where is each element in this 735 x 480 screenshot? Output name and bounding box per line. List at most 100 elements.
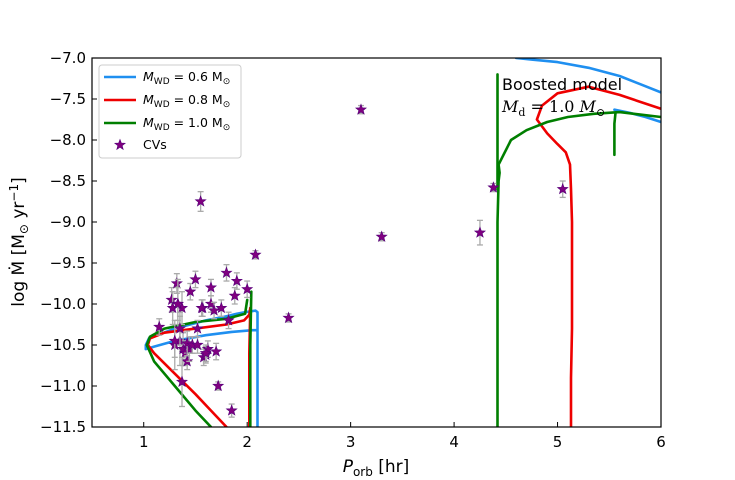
x-tick-label: 5 [553,433,563,451]
cv-star-icon [282,311,295,324]
cv-point [228,286,241,305]
y-tick-label: −9.5 [50,254,86,272]
x-tick-label: 4 [449,433,459,451]
cv-point [166,291,179,326]
y-tick-label: −10.5 [40,336,86,354]
legend-label-1.0: MWD = 1.0 M⊙ [143,115,230,133]
cv-star-icon [222,314,235,326]
cv-point [189,270,202,289]
cv-star-icon [168,334,181,346]
y-tick-label: −7.5 [50,90,86,108]
cv-point [191,336,204,354]
cv-star-icon [375,230,388,242]
cv-star-icon [195,301,208,314]
x-tick-label: 1 [139,433,149,451]
cv-point [282,311,295,324]
cv-point [184,282,197,301]
cv-star-icon [189,273,202,285]
cv-point [222,311,235,330]
legend-star-marker [113,138,127,151]
cv-point [556,180,569,199]
cv-point [173,311,187,346]
cv-star-icon [241,282,254,295]
cv-star-icon [473,226,487,238]
cv-star-icon [191,322,204,334]
cv-star-icon [204,281,218,293]
cv-point [204,278,218,297]
cv-point [195,299,208,317]
cv-star-icon [165,293,178,305]
cv-point [175,356,189,408]
cv-star-icon [199,346,212,359]
cv-point [215,299,228,317]
cv-point [354,103,368,115]
cv-point [212,379,225,392]
cv-point [170,273,183,294]
boosted-model-annotation: Boosted model Md = 1.0 M⊙ [501,75,622,119]
cv-star-icon [194,195,207,207]
y-axis-label: log Ṁ [M⊙ yr−1] [7,177,31,307]
series-line-7 [249,290,253,427]
legend-label-0.8: MWD = 0.8 M⊙ [143,92,230,110]
cv-point [220,263,233,282]
y-tick-label: −7.0 [50,49,86,67]
cv-star-icon [210,345,223,357]
legend-label-0.6: MWD = 0.6 M⊙ [143,69,230,87]
y-tick-label: −8.0 [50,131,86,149]
annotation-line2: Md = 1.0 M⊙ [501,97,605,119]
cv-point [473,219,487,246]
legend: MWD = 0.6 M⊙ MWD = 0.8 M⊙ MWD = 1.0 M⊙ C… [98,64,242,159]
cv-point [207,301,221,320]
y-tick-label: −11.5 [40,418,86,436]
cv-star-icon [173,322,187,334]
x-tick-label: 2 [242,433,252,451]
y-tick-label: −9.0 [50,213,86,231]
cv-point [194,191,207,212]
legend-box [98,64,242,159]
series-line-5 [535,85,661,427]
cv-point [199,344,212,363]
y-tick-label: −8.5 [50,172,86,190]
legend-label-cvs: CVs [143,137,167,152]
y-tick-label: −11.0 [40,377,86,395]
cv-star-icon [220,266,233,279]
cv-point [487,181,500,193]
tick-layer: 1 2 3 4 5 6 −11.5 −11.0 −10.5 −10.0 −9.5 −9.0 −8.5 −8… [40,49,666,451]
cv-point [225,403,238,418]
series-line-10 [613,111,617,157]
cv-star-icon [230,274,243,287]
x-tick-label: 6 [656,433,666,451]
cv-star-icon [191,338,204,351]
cv-star-icon [207,304,221,316]
cv-star-icon [170,277,183,289]
cv-point [186,336,199,354]
cv-point [171,286,184,322]
legend-star-icon [113,138,127,151]
cv-star-icon [184,285,197,297]
cv-point [375,230,388,242]
cv-star-icon [487,181,500,193]
cv-star-icon [354,103,368,115]
series-line-1 [514,58,661,94]
cv-point [249,248,262,260]
x-tick-label: 3 [346,433,356,451]
cv-star-icon [249,248,262,260]
cv-point [153,318,166,336]
cv-point [241,280,254,299]
series-line-8 [496,110,661,427]
x-axis-label: Porb [hr] [343,457,410,479]
annotation-line1: Boosted model [502,75,622,94]
cv-star-icon [181,337,194,349]
cv-star-icon [212,379,225,392]
cv-point [168,323,181,358]
cv-star-icon [171,297,184,310]
cv-point [210,342,223,361]
cv-star-icon [175,375,189,387]
y-tick-label: −10.0 [40,295,86,313]
cv-layer [153,103,569,418]
plot-frame [91,57,662,428]
cv-star-icon [225,404,238,416]
cv-star-icon [228,289,241,301]
cv-star-icon [153,320,166,333]
